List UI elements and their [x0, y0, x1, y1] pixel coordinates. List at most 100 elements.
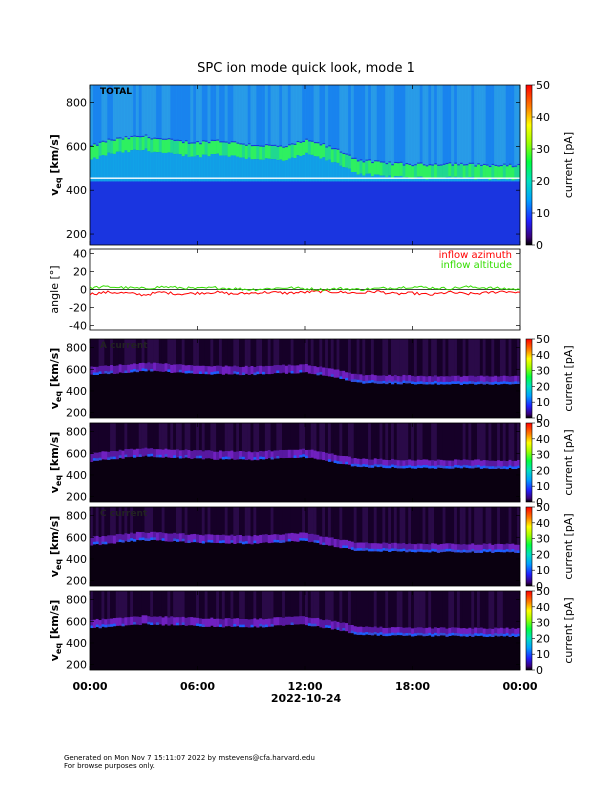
heatmap-cell [517, 591, 521, 629]
colorbar [525, 84, 533, 246]
heatmap-cell [233, 591, 237, 619]
heatmap-cell [264, 85, 269, 145]
heatmap-cell [479, 627, 484, 636]
heatmap-cell [173, 538, 177, 541]
heatmap-cell [95, 591, 99, 619]
heatmap-cell [448, 339, 452, 377]
heatmap-cell [454, 544, 458, 553]
heatmap-cell [124, 617, 128, 626]
heatmap-cell [382, 591, 386, 628]
heatmap-cell [170, 85, 174, 139]
heatmap-cell [497, 460, 501, 469]
heatmap-cell [302, 507, 306, 533]
heatmap-cell [388, 85, 392, 162]
heatmap-cell [95, 624, 99, 628]
heatmap-cell [373, 632, 377, 635]
heatmap-cell [178, 423, 183, 451]
heatmap-cell [451, 339, 455, 376]
heatmap-cell [167, 449, 171, 458]
heatmap-cell [499, 466, 504, 470]
colorbar-tick-label: 50 [536, 79, 550, 92]
heatmap-cell [431, 381, 435, 385]
heatmap-cell [350, 172, 355, 182]
heatmap-cell [505, 381, 509, 385]
y-tick-label: 400 [66, 637, 87, 650]
heatmap-cell [198, 339, 203, 366]
heatmap-cell [382, 548, 386, 551]
heatmap-cell [207, 366, 211, 375]
heatmap-cell [353, 548, 357, 551]
heatmap-cell [359, 374, 363, 383]
heatmap-cell [465, 628, 469, 637]
heatmap-cell [436, 423, 441, 460]
heatmap-cell [230, 142, 234, 156]
heatmap-cell [482, 591, 486, 629]
heatmap-cell [468, 591, 472, 628]
heatmap-cell [497, 465, 501, 469]
heatmap-cell [511, 339, 515, 377]
heatmap-cell [253, 85, 257, 145]
heatmap-cell [448, 543, 452, 552]
heatmap-cell [296, 591, 300, 617]
heatmap-cell [393, 339, 398, 375]
heatmap-cell [402, 507, 406, 543]
heatmap-cell [327, 537, 332, 546]
heatmap-cell [290, 449, 294, 458]
heatmap-cell [393, 163, 398, 177]
heatmap-cell [264, 365, 269, 374]
heatmap-cell [107, 591, 111, 619]
heatmap-cell [413, 339, 418, 377]
heatmap-cell [479, 544, 484, 553]
heatmap-cell [434, 177, 438, 182]
heatmap-cell [204, 339, 208, 367]
heatmap-cell [393, 459, 398, 468]
heatmap-cell [391, 548, 395, 551]
heatmap-cell [396, 460, 400, 469]
heatmap-cell [459, 382, 463, 385]
heatmap-cell [442, 177, 446, 182]
heatmap-cell [216, 153, 220, 182]
heatmap-cell [514, 460, 518, 469]
heatmap-cell [198, 455, 203, 459]
heatmap-cell [224, 423, 228, 451]
heatmap-cell [368, 339, 372, 375]
heatmap-cell [144, 135, 148, 149]
heatmap-cell [365, 160, 369, 174]
heatmap-cell [210, 450, 214, 459]
heatmap-cell [428, 423, 432, 461]
heatmap-cell [273, 145, 277, 160]
heatmap-cell [465, 85, 469, 165]
heatmap-cell [393, 591, 398, 628]
heatmap-cell [339, 461, 343, 464]
heatmap-cell [282, 339, 286, 365]
heatmap-cell [333, 620, 337, 629]
heatmap-cell [305, 139, 309, 153]
heatmap-cell [267, 507, 271, 535]
heatmap-cell [391, 542, 395, 551]
heatmap-cell [379, 632, 383, 635]
heatmap-cell [405, 591, 409, 628]
heatmap-cell [204, 154, 208, 182]
heatmap-cell [121, 623, 125, 627]
heatmap-cell [445, 177, 449, 182]
heatmap-cell [370, 339, 375, 375]
y-axis-label: veq [km/s] [48, 516, 63, 578]
y-tick-label: 800 [66, 426, 87, 439]
heatmap-cell [161, 538, 165, 541]
heatmap-cell [141, 136, 145, 151]
heatmap-cell [181, 533, 185, 542]
heatmap-cell [236, 535, 240, 544]
heatmap-cell [239, 540, 243, 544]
heatmap-cell [244, 423, 248, 452]
heatmap-cell [92, 507, 97, 537]
heatmap-cell [497, 507, 501, 544]
heatmap-cell [290, 339, 294, 366]
heatmap-cell [213, 339, 217, 366]
heatmap-cell [107, 339, 111, 366]
heatmap-cell [359, 464, 363, 468]
heatmap-cell [158, 423, 162, 450]
heatmap-cell [236, 591, 240, 619]
heatmap-cell [250, 423, 254, 453]
heatmap-cell [494, 507, 498, 544]
heatmap-cell [204, 507, 208, 535]
